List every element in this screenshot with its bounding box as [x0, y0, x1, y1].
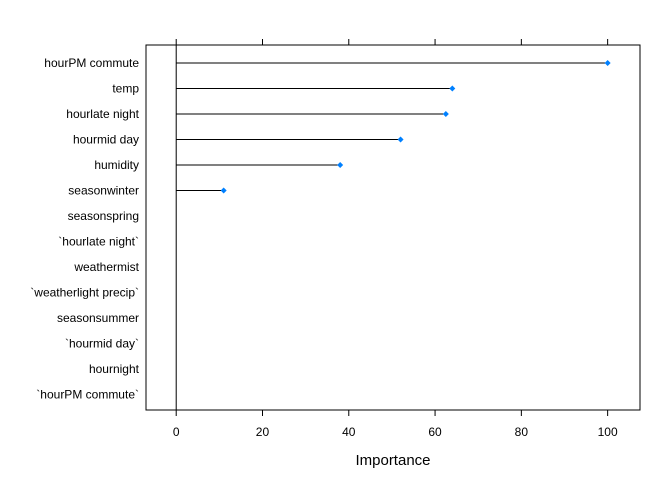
- category-labels: hourPM commute temp hourlate night hourmid …: [30, 56, 139, 402]
- importance-point: [442, 111, 449, 117]
- importance-point: [397, 136, 404, 143]
- x-tick-label: 0: [173, 425, 180, 439]
- category-label: humidity: [94, 158, 139, 172]
- category-label: hourmid day: [73, 133, 139, 147]
- x-tick-label: 40: [342, 425, 356, 439]
- category-label: `hourPM commute`: [36, 388, 139, 402]
- category-label: weathermist: [73, 260, 139, 274]
- category-label: `hourmid day`: [65, 337, 139, 351]
- x-axis-title: Importance: [355, 452, 430, 469]
- x-tick-label: 80: [515, 425, 529, 439]
- importance-point: [220, 187, 227, 194]
- plot-frame: [145, 44, 641, 411]
- category-label: hourlate night: [66, 107, 139, 121]
- category-label: `hourlate night`: [58, 235, 139, 249]
- category-label: seasonspring: [68, 209, 139, 223]
- category-label: temp: [112, 82, 139, 96]
- importance-point: [337, 162, 344, 168]
- category-label: `weatherlight precip`: [30, 286, 139, 300]
- category-label: seasonsummer: [57, 311, 139, 325]
- importance-point: [604, 60, 611, 66]
- category-label: hourPM commute: [44, 56, 139, 70]
- x-tick-label: 20: [256, 425, 270, 439]
- category-label: hournight: [89, 362, 140, 376]
- category-label: seasonwinter: [68, 184, 139, 198]
- importance-point: [449, 85, 456, 92]
- importance-points: [220, 60, 611, 194]
- x-tick-label: 100: [598, 425, 618, 439]
- top-axis-ticks: [175, 39, 609, 45]
- bottom-axis: 0 20 40 60 80 100: [173, 410, 618, 439]
- importance-stems: [176, 62, 608, 191]
- x-tick-label: 60: [428, 425, 442, 439]
